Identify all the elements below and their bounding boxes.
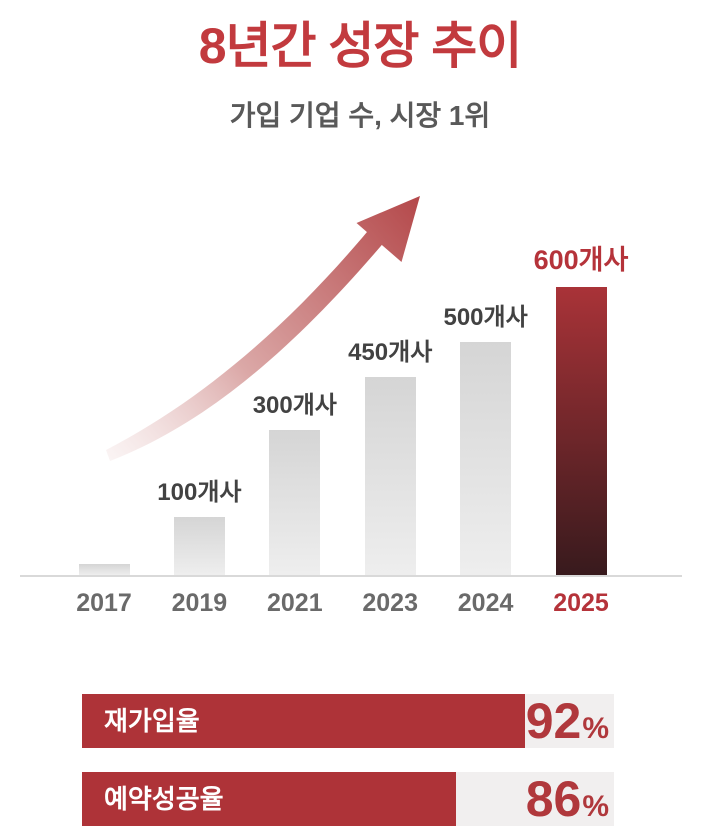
year-label-2019: 2019 bbox=[171, 589, 228, 617]
page-title: 8년간 성장 추이 bbox=[198, 18, 523, 74]
bar-2021 bbox=[269, 430, 321, 575]
bar-2019 bbox=[173, 517, 225, 575]
bar-value-label-2021: 300개사 bbox=[252, 392, 337, 419]
x-axis-line bbox=[20, 575, 682, 577]
metric-name: 재가입율 bbox=[104, 706, 200, 736]
bar-value-label-2019: 100개사 bbox=[157, 479, 242, 506]
metric-value: 86% bbox=[525, 771, 609, 827]
year-label-2017: 2017 bbox=[76, 589, 132, 617]
page-subtitle: 가입 기업 수, 시장 1위 bbox=[229, 100, 491, 131]
year-label-2021: 2021 bbox=[266, 589, 323, 617]
metric-row-2: 예약성공율 86% bbox=[82, 772, 614, 826]
year-label-2023: 2023 bbox=[362, 589, 418, 617]
year-label-2024: 2024 bbox=[457, 589, 514, 617]
metric-fill bbox=[82, 694, 525, 748]
bar-value-label-2025: 600개사 bbox=[533, 245, 629, 275]
bar-2024 bbox=[460, 342, 512, 575]
metric-fill bbox=[82, 772, 456, 826]
column-chart: 2017 100개사 2019 300개사 2021 450개사 2023 500개사 2024… bbox=[20, 245, 682, 617]
year-label-2025: 2025 bbox=[553, 589, 609, 617]
metric-name: 예약성공율 bbox=[104, 784, 224, 814]
bar-value-label-2024: 500개사 bbox=[443, 304, 528, 331]
metric-row-1: 재가입율 92% bbox=[82, 694, 614, 748]
bar-2025 bbox=[555, 287, 607, 575]
bar-2017 bbox=[78, 564, 130, 575]
bar-value-label-2023: 450개사 bbox=[348, 339, 433, 366]
metric-value: 92% bbox=[525, 693, 609, 749]
bar-2023 bbox=[364, 377, 416, 575]
